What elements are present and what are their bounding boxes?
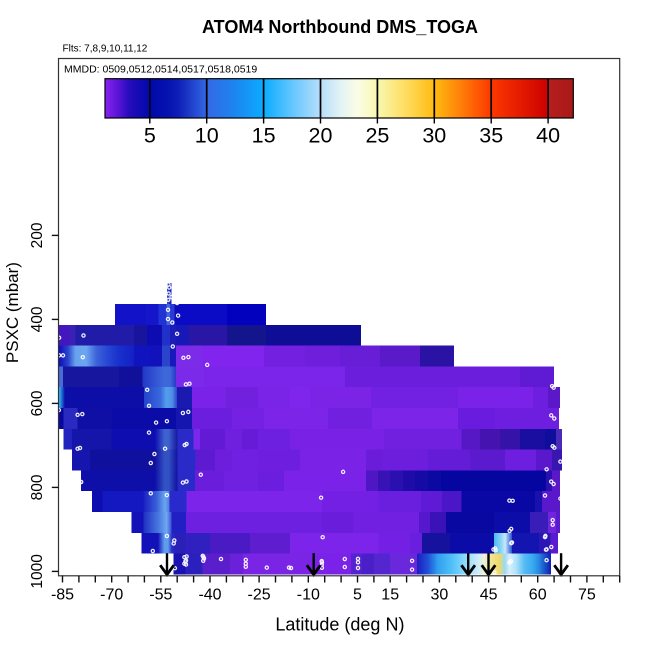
svg-text:-70: -70 <box>100 587 123 604</box>
svg-text:PSXC (mbar): PSXC (mbar) <box>3 262 22 363</box>
svg-text:-25: -25 <box>248 587 271 604</box>
svg-text:600: 600 <box>29 390 46 416</box>
svg-text:30: 30 <box>422 124 446 148</box>
svg-text:60: 60 <box>529 587 547 604</box>
svg-text:40: 40 <box>536 124 560 148</box>
svg-text:Flts: 7,8,9,10,11,12: Flts: 7,8,9,10,11,12 <box>63 44 148 55</box>
svg-text:400: 400 <box>29 306 46 332</box>
svg-text:-55: -55 <box>149 587 172 604</box>
svg-text:75: 75 <box>578 587 596 604</box>
svg-text:MMDD: 0509,0512,0514,0517,0518: MMDD: 0509,0512,0514,0517,0518,0519 <box>64 64 257 76</box>
svg-text:25: 25 <box>365 124 389 148</box>
svg-text:5: 5 <box>353 587 362 604</box>
svg-text:20: 20 <box>309 124 333 148</box>
svg-text:-10: -10 <box>297 587 320 604</box>
svg-text:10: 10 <box>195 124 219 148</box>
svg-text:-85: -85 <box>51 587 74 604</box>
svg-text:800: 800 <box>29 474 46 500</box>
svg-text:ATOM4 Northbound DMS_TOGA: ATOM4 Northbound DMS_TOGA <box>202 17 478 37</box>
svg-text:15: 15 <box>381 587 399 604</box>
svg-text:1000: 1000 <box>29 554 46 589</box>
svg-text:5: 5 <box>144 124 156 148</box>
svg-text:35: 35 <box>479 124 503 148</box>
svg-text:-40: -40 <box>198 587 221 604</box>
svg-text:200: 200 <box>29 222 46 248</box>
svg-text:30: 30 <box>431 587 449 604</box>
svg-text:15: 15 <box>252 124 276 148</box>
svg-text:Latitude (deg N): Latitude (deg N) <box>275 615 404 635</box>
svg-text:45: 45 <box>480 587 498 604</box>
